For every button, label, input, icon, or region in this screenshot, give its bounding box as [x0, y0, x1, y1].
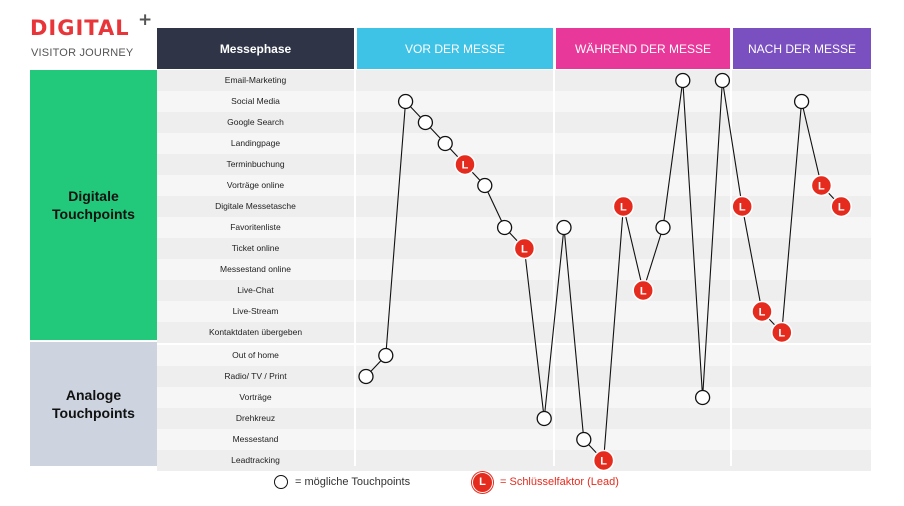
- header-phase-during: WÄHREND DER MESSE: [556, 28, 730, 69]
- svg-text:L: L: [462, 160, 469, 172]
- lead-marker: L: [454, 153, 476, 176]
- possible-touchpoint-marker: [378, 347, 394, 364]
- svg-text:L: L: [620, 202, 627, 214]
- touchpoint-row: Drehkreuz: [157, 408, 871, 429]
- touchpoint-row: Radio/ TV / Print: [157, 366, 871, 387]
- category-analog: Analoge Touchpoints: [30, 342, 157, 466]
- possible-touchpoint-marker: [437, 135, 453, 152]
- touchpoint-rows: Email-Marketing Social Media Google Search…: [157, 70, 871, 471]
- touchpoint-label: Out of home: [232, 350, 279, 360]
- touchpoint-label: Radio/ TV / Print: [224, 371, 287, 381]
- possible-touchpoint-marker: [536, 410, 552, 427]
- category-digital-line1: Digitale: [68, 188, 119, 204]
- header-phase-after: NACH DER MESSE: [733, 28, 871, 69]
- header-phase-before: VOR DER MESSE: [357, 28, 553, 69]
- svg-text:L: L: [600, 456, 607, 468]
- touchpoint-label: Digitale Messetasche: [215, 201, 296, 211]
- possible-touchpoint-marker: [675, 72, 691, 89]
- touchpoint-label: Favoritenliste: [230, 222, 281, 232]
- legend-possible: = mögliche Touchpoints: [274, 472, 410, 492]
- touchpoint-label: Landingpage: [230, 138, 281, 148]
- touchpoint-label: Messestand online: [220, 264, 291, 274]
- touchpoint-label: Live-Chat: [237, 285, 274, 295]
- legend-possible-label: = mögliche Touchpoints: [295, 476, 411, 488]
- touchpoint-row: Digitale Messetasche: [157, 196, 871, 217]
- category-analog-line2: Touchpoints: [52, 405, 135, 421]
- category-digital-line2: Touchpoints: [52, 206, 135, 222]
- touchpoint-label: Google Search: [227, 117, 284, 127]
- touchpoint-row: Messestand: [157, 429, 871, 450]
- touchpoint-label: Messestand: [232, 434, 279, 444]
- lead-marker: L: [810, 174, 833, 197]
- touchpoint-label: Vorträge: [239, 392, 272, 402]
- touchpoint-label: Vorträge online: [226, 180, 285, 190]
- lead-marker: L: [632, 279, 654, 302]
- svg-text:L: L: [640, 286, 647, 298]
- touchpoint-label: Terminbuchung: [226, 159, 285, 169]
- touchpoint-row: Leadtracking: [157, 450, 871, 471]
- logo-subtitle: VISITOR JOURNEY: [31, 47, 134, 59]
- touchpoint-label: Leadtracking: [231, 455, 280, 465]
- svg-text:L: L: [739, 202, 746, 214]
- journey-path: [365, 80, 842, 462]
- touchpoint-row: Landingpage: [157, 133, 871, 154]
- touchpoint-row: Google Search: [157, 112, 871, 133]
- legend-circle-icon: [274, 475, 288, 489]
- possible-touchpoint-marker: [397, 93, 414, 110]
- touchpoint-row: Terminbuchung: [157, 154, 871, 175]
- touchpoint-row: Kontaktdaten übergeben: [157, 322, 871, 343]
- possible-touchpoint-marker: [556, 219, 572, 236]
- possible-touchpoint-marker: [358, 368, 374, 385]
- possible-touchpoint-marker: [714, 72, 731, 89]
- category-digital: Digitale Touchpoints: [30, 70, 157, 340]
- touchpoint-row: Vorträge online: [157, 175, 871, 196]
- logo: DIGITAL + VISITOR JOURNEY: [30, 10, 155, 66]
- lead-marker: L: [592, 449, 615, 472]
- touchpoint-row: Messestand online: [157, 259, 871, 280]
- possible-touchpoint-marker: [477, 177, 493, 194]
- svg-text:L: L: [521, 244, 528, 256]
- touchpoint-label: Ticket online: [231, 243, 280, 253]
- svg-text:L: L: [778, 328, 785, 340]
- lead-marker: L: [513, 237, 536, 260]
- lead-marker: L: [751, 300, 773, 323]
- touchpoint-row: Out of home: [157, 343, 871, 366]
- touchpoint-row: Live-Stream: [157, 301, 871, 322]
- logo-title: DIGITAL: [30, 16, 130, 40]
- touchpoint-row: Social Media: [157, 91, 871, 112]
- touchpoint-label: Email-Marketing: [224, 75, 287, 85]
- possible-touchpoint-marker: [417, 114, 434, 131]
- category-analog-line1: Analoge: [65, 387, 122, 403]
- header-phase-label: Messephase: [157, 28, 354, 69]
- legend-lead-label: = Schlüsselfaktor (Lead): [500, 476, 619, 488]
- possible-touchpoint-marker: [694, 389, 711, 406]
- legend-lead: L = Schlüsselfaktor (Lead): [472, 471, 619, 493]
- possible-touchpoint-marker: [655, 219, 671, 236]
- lead-marker: L: [830, 195, 852, 218]
- lead-marker: L: [731, 195, 753, 218]
- possible-touchpoint-marker: [793, 93, 810, 110]
- possible-touchpoint-marker: [496, 219, 513, 236]
- touchpoint-label: Kontaktdaten übergeben: [208, 327, 303, 337]
- svg-text:L: L: [838, 202, 845, 214]
- logo-plus-icon: +: [138, 10, 153, 30]
- lead-marker: L: [612, 195, 635, 218]
- touchpoint-row: Email-Marketing: [157, 70, 871, 91]
- svg-text:L: L: [759, 307, 766, 319]
- svg-text:L: L: [818, 181, 825, 193]
- touchpoint-row: Live-Chat: [157, 280, 871, 301]
- possible-touchpoint-marker: [576, 431, 592, 448]
- legend-lead-icon: L: [472, 471, 493, 493]
- lead-marker: L: [771, 321, 793, 344]
- touchpoint-row: Vorträge: [157, 387, 871, 408]
- touchpoint-label: Live-Stream: [232, 306, 279, 316]
- touchpoint-label: Drehkreuz: [235, 413, 276, 423]
- touchpoint-label: Social Media: [231, 96, 280, 106]
